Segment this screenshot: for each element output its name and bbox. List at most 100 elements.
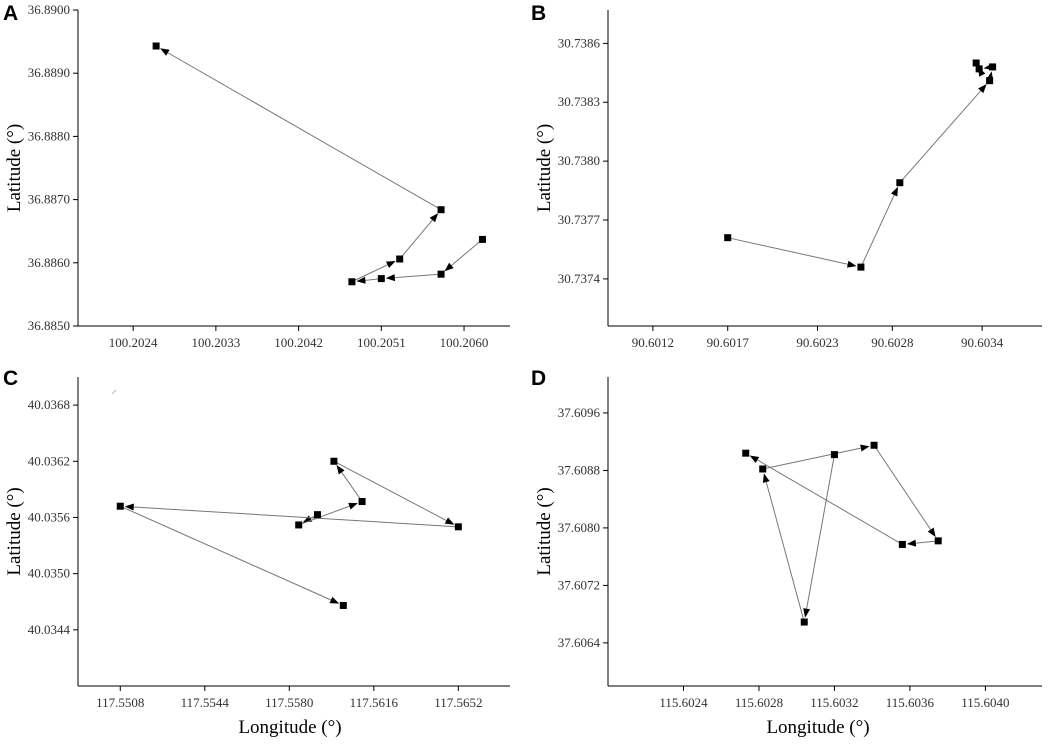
data-point-d <box>742 449 750 457</box>
arrow-head-c <box>329 596 340 604</box>
y-tick-label-d: 37.6064 <box>558 635 601 650</box>
x-tick-label-b: 90.6028 <box>871 335 913 350</box>
arrow-head-c <box>444 517 455 525</box>
y-tick-label-c: 40.0368 <box>28 397 70 412</box>
x-tick-label-d: 115.6036 <box>886 695 935 710</box>
arrow-head-a <box>386 260 396 268</box>
arrow-head-a <box>444 262 454 272</box>
data-point-c <box>339 601 347 609</box>
x-tick-label-a: 100.2060 <box>440 335 489 350</box>
arrow-head-d <box>749 455 760 463</box>
x-tick-label-c: 117.5652 <box>434 695 482 710</box>
x-tick-label-b: 90.6023 <box>796 335 838 350</box>
path-segment-a <box>451 239 483 266</box>
arrow-head-d <box>860 444 870 452</box>
path-segment-d <box>915 540 939 544</box>
data-point-b <box>989 63 997 71</box>
y-tick-label-c: 40.0344 <box>28 622 71 637</box>
x-tick-label-d: 115.6040 <box>961 695 1009 710</box>
path-segment-b <box>727 237 848 265</box>
data-point-c <box>313 511 321 519</box>
path-segment-c <box>133 506 459 528</box>
data-point-d <box>830 451 838 459</box>
panel-c: 40.0344 40.0350 40.0356 40.0362 40.0368 117.5… <box>4 377 510 710</box>
panel-letter-d: D <box>531 367 546 390</box>
path-segment-d <box>757 459 903 545</box>
x-axis-title-right: Longitude (°) <box>766 717 869 738</box>
path-segment-a <box>394 273 442 279</box>
arrow-head-a <box>429 213 439 223</box>
y-tick-label-a: 36.8880 <box>28 128 70 143</box>
y-tick-label-d: 37.6080 <box>558 520 600 535</box>
panel-letter-c: C <box>3 367 18 390</box>
x-tick-label-a: 100.2033 <box>191 335 240 350</box>
y-tick-label-b: 30.7380 <box>558 153 600 168</box>
x-tick-label-a: 100.2024 <box>109 335 158 350</box>
y-axis-title-a: Latitude (°) <box>4 124 25 212</box>
data-point-c <box>116 502 124 510</box>
data-point-c <box>330 457 338 465</box>
x-axis-title-left: Longitude (°) <box>238 717 341 738</box>
y-axis-title-d: Latitude (°) <box>534 487 555 575</box>
arrow-head-d <box>927 527 936 538</box>
panels: 36.8850 36.8860 36.8870 36.8880 36.8890 36.89… <box>4 2 1042 710</box>
data-point-a <box>377 275 385 283</box>
arrow-head-d <box>762 473 770 483</box>
data-point-c <box>295 521 303 529</box>
y-tick-label-a: 36.8870 <box>28 192 70 207</box>
path-segment-b <box>860 194 895 268</box>
path-segment-c <box>298 505 350 526</box>
path-segment-c <box>341 472 363 502</box>
path-segment-a <box>351 264 388 283</box>
data-point-d <box>898 540 906 548</box>
arrow-head-c <box>348 502 358 510</box>
y-tick-label-b: 30.7386 <box>558 35 601 50</box>
y-tick-label-d: 37.6096 <box>558 405 601 420</box>
path-segment-a <box>399 219 433 260</box>
arrow-head-b <box>846 260 857 268</box>
y-tick-label-a: 36.8890 <box>28 65 70 80</box>
y-axis-title-b: Latitude (°) <box>534 124 555 212</box>
stray-mark <box>111 389 117 395</box>
arrow-head-a <box>356 276 366 284</box>
y-tick-label-d: 37.6088 <box>558 462 600 477</box>
panel-letter-b: B <box>531 2 546 25</box>
data-point-a <box>396 255 404 263</box>
path-segment-b <box>899 90 982 184</box>
arrow-head-a <box>160 48 170 56</box>
x-tick-label-a: 100.2051 <box>357 335 406 350</box>
x-tick-label-b: 90.6034 <box>961 335 1004 350</box>
arrow-head-d <box>803 608 811 618</box>
x-tick-label-a: 100.2042 <box>274 335 323 350</box>
data-point-c <box>454 523 462 531</box>
x-tick-label-d: 115.6024 <box>659 695 708 710</box>
data-point-a <box>152 42 160 50</box>
y-tick-label-b: 30.7383 <box>558 94 600 109</box>
data-point-b <box>986 77 994 85</box>
x-tick-label-c: 117.5580 <box>265 695 313 710</box>
path-segment-d <box>873 444 932 530</box>
data-point-b <box>857 263 865 271</box>
panel-a: 36.8850 36.8860 36.8870 36.8880 36.8890 36.89… <box>4 2 510 350</box>
y-tick-label-c: 40.0362 <box>28 453 70 468</box>
arrow-head-c <box>124 503 134 511</box>
panel-letter-a: A <box>3 2 18 25</box>
data-point-a <box>437 270 445 278</box>
y-tick-label-b: 30.7377 <box>558 212 601 227</box>
x-tick-label-c: 117.5544 <box>181 695 230 710</box>
path-segment-c <box>333 460 447 521</box>
x-tick-label-d: 115.6028 <box>735 695 783 710</box>
arrow-head-b <box>978 84 987 94</box>
path-segment-d <box>765 481 805 623</box>
y-tick-label-a: 36.8860 <box>28 255 70 270</box>
y-tick-label-b: 30.7374 <box>558 271 601 286</box>
arrow-head-a <box>385 274 396 282</box>
y-axis-title-c: Latitude (°) <box>4 487 25 575</box>
arrow-head-c <box>336 464 345 475</box>
x-tick-label-c: 117.5508 <box>96 695 144 710</box>
y-tick-label-a: 36.8850 <box>28 318 70 333</box>
y-tick-label-c: 40.0356 <box>28 509 71 524</box>
data-point-b <box>972 59 980 67</box>
arrow-head-d <box>906 539 917 547</box>
x-tick-label-b: 90.6017 <box>707 335 750 350</box>
